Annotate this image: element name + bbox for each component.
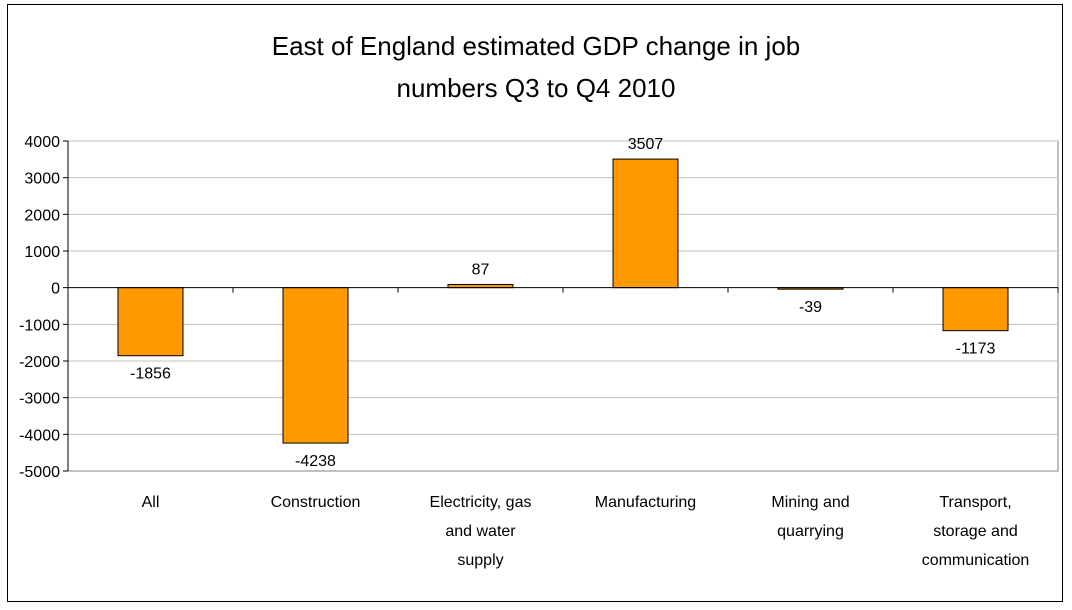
chart-frame: East of England estimated GDP change in … xyxy=(7,4,1063,602)
y-tick-label: 0 xyxy=(51,281,60,298)
y-tick-label: -3000 xyxy=(19,391,60,408)
y-tick-label: -1000 xyxy=(19,317,60,334)
category-label-line: quarrying xyxy=(777,523,844,540)
category-label-line: All xyxy=(142,494,160,511)
grid-layer xyxy=(68,140,1058,435)
category-label-3: Manufacturing xyxy=(595,494,696,511)
category-label-line: and water xyxy=(445,523,516,540)
data-label-0: -1856 xyxy=(130,366,171,383)
y-tick-label: -5000 xyxy=(19,464,60,481)
category-label-5: Transport, storage and communication xyxy=(922,494,1030,569)
bar-layer xyxy=(117,158,1009,444)
bar-0 xyxy=(117,287,184,357)
category-label-line: Transport, xyxy=(939,494,1011,511)
axis-layer xyxy=(63,140,1059,472)
data-label-2: 87 xyxy=(472,261,490,278)
data-label-1: -4238 xyxy=(295,453,336,470)
chart-title: East of England estimated GDP change in … xyxy=(8,25,1064,109)
category-label-line: supply xyxy=(457,552,503,569)
y-tick-label: -4000 xyxy=(19,427,60,444)
y-tick-label: 2000 xyxy=(24,207,60,224)
y-tick-label: 3000 xyxy=(24,171,60,188)
category-label-4: Mining and quarrying xyxy=(771,494,849,540)
y-tick-label: 1000 xyxy=(24,244,60,261)
category-label-line: Construction xyxy=(271,494,361,511)
category-label-0: All xyxy=(142,494,160,511)
label-layer: 4000 3000 2000 1000 0 -1000 -2000 -3000 -4000 -50… xyxy=(19,134,1029,569)
category-label-2: Electricity, gas and water supply xyxy=(430,494,532,569)
data-label-3: 3507 xyxy=(628,136,664,153)
chart-title-line-1: East of England estimated GDP change in … xyxy=(271,31,801,61)
category-label-line: Mining and xyxy=(771,494,849,511)
bar-1 xyxy=(282,287,349,444)
bar-3 xyxy=(612,158,679,289)
chart-svg: 4000 3000 2000 1000 0 -1000 -2000 -3000 -4000 -50… xyxy=(19,134,1059,569)
category-label-line: communication xyxy=(922,552,1030,569)
bar-5 xyxy=(942,287,1009,332)
chart-title-line-2: numbers Q3 to Q4 2010 xyxy=(396,73,676,103)
plot-area xyxy=(67,140,1059,472)
y-tick-label: 4000 xyxy=(24,134,60,151)
category-label-line: Electricity, gas xyxy=(430,494,532,511)
category-label-1: Construction xyxy=(271,494,361,511)
y-tick-label: -2000 xyxy=(19,354,60,371)
category-label-line: storage and xyxy=(933,523,1018,540)
data-label-4: -39 xyxy=(799,299,822,316)
data-label-5: -1173 xyxy=(956,341,996,358)
category-label-line: Manufacturing xyxy=(595,494,696,511)
